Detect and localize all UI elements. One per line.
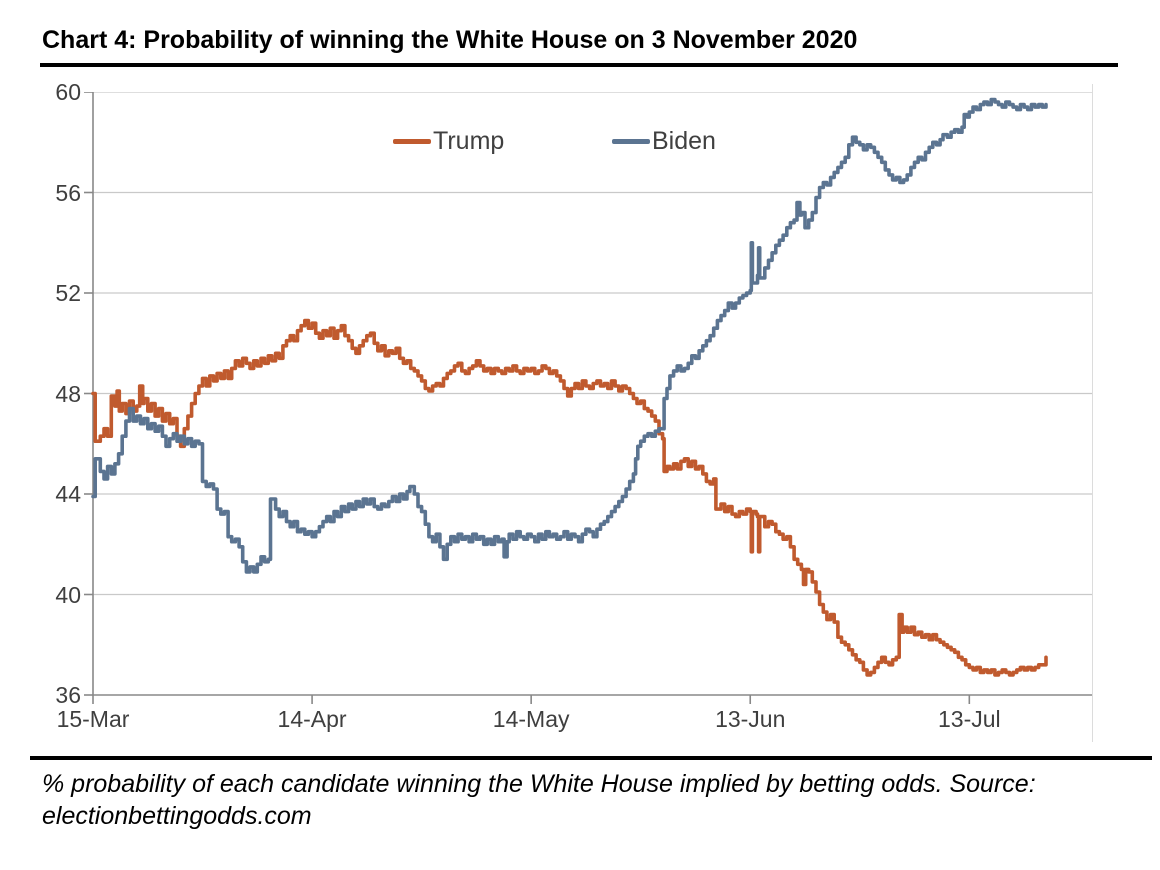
y-tick-label-40: 40 xyxy=(55,581,81,608)
trump-legend-swatch xyxy=(393,139,431,144)
x-tick-label-14-Apr: 14-Apr xyxy=(277,706,347,732)
y-tick-label-56: 56 xyxy=(55,179,81,206)
gridlines xyxy=(93,92,1092,596)
biden-legend-swatch xyxy=(612,139,650,144)
x-tick-label-15-Mar: 15-Mar xyxy=(56,706,130,732)
y-tick-label-44: 44 xyxy=(55,481,81,507)
x-tick-label-14-May: 14-May xyxy=(492,706,570,732)
y-tick-label-36: 36 xyxy=(55,682,81,708)
x-tick-label-13-Jul: 13-Jul xyxy=(937,706,1001,732)
source-note-line1: % probability of each candidate winning … xyxy=(42,770,1036,798)
legend-item-trump: Trump xyxy=(393,127,504,156)
source-note: % probability of each candidate winning … xyxy=(42,768,1132,832)
trump-line xyxy=(91,318,1048,677)
axes xyxy=(84,92,1092,704)
biden-line xyxy=(91,97,1048,574)
source-note-line2: electionbettingodds.com xyxy=(42,802,312,830)
x-tick-label-13-Jun: 13-Jun xyxy=(715,706,786,732)
legend-item-biden: Biden xyxy=(612,127,716,156)
biden-legend-label: Biden xyxy=(652,127,716,155)
y-tick-label-52: 52 xyxy=(55,280,81,306)
footer-divider xyxy=(30,756,1152,760)
title-divider xyxy=(40,63,1118,67)
chart-border-right xyxy=(1092,84,1093,742)
trump-legend-label: Trump xyxy=(433,127,505,155)
chart-svg xyxy=(84,92,1092,704)
y-tick-label-60: 60 xyxy=(55,79,81,105)
page-title: Chart 4: Probability of winning the Whit… xyxy=(42,26,858,54)
y-tick-label-48: 48 xyxy=(55,380,81,407)
